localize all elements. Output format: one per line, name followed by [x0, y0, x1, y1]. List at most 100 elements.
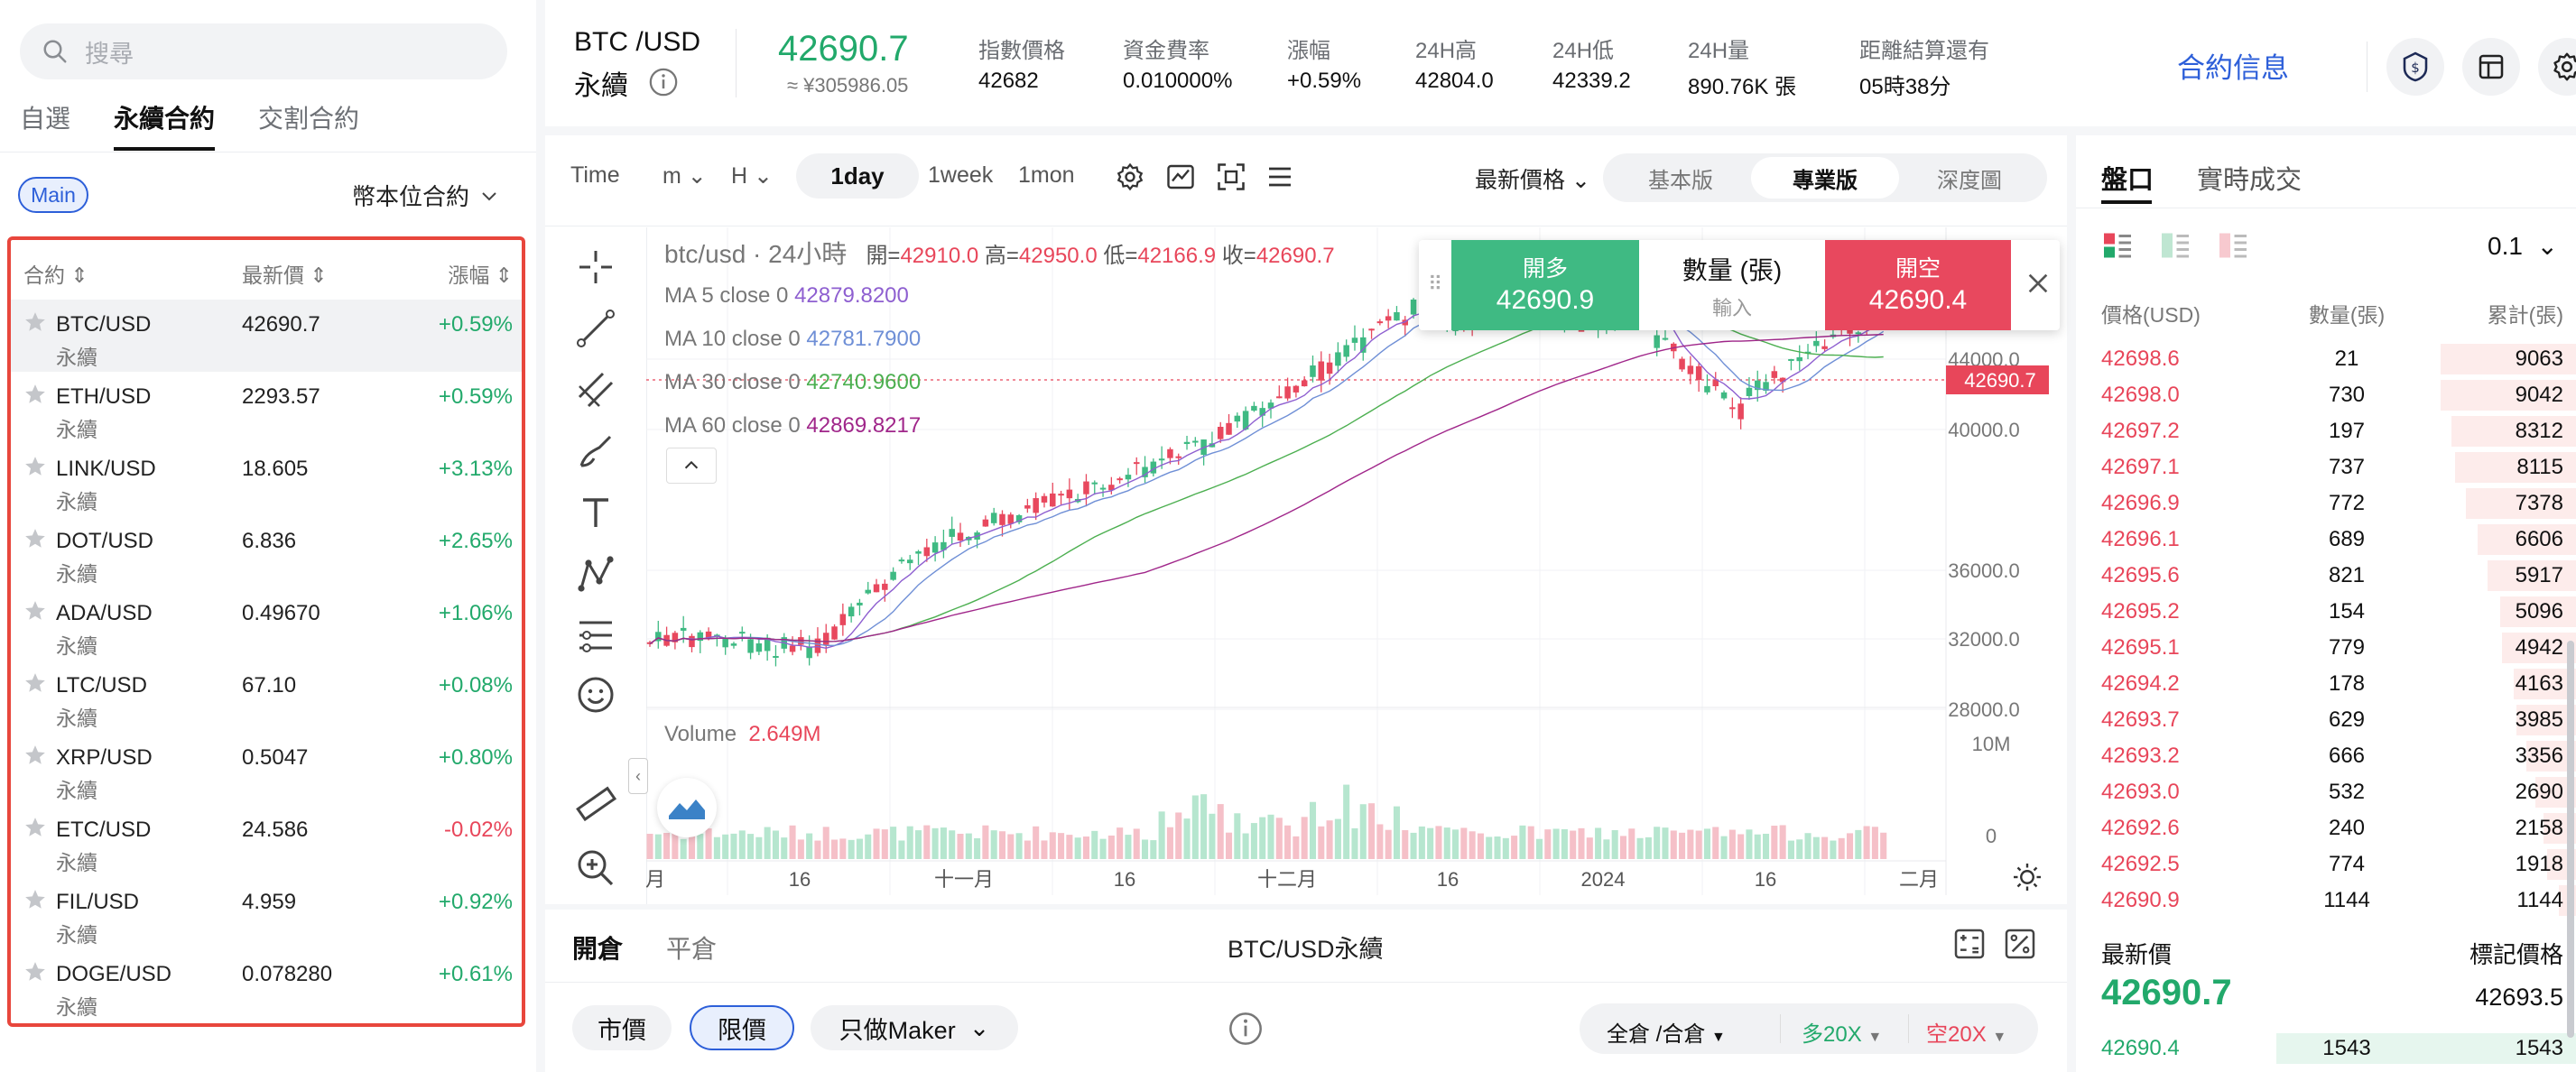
settings-button[interactable] — [2538, 38, 2576, 96]
star-icon[interactable] — [23, 744, 47, 767]
chart-type-icon[interactable] — [1164, 161, 1197, 193]
book-asks-icon[interactable] — [2217, 229, 2249, 262]
ask-row[interactable]: 42696.1 689 6606 — [2076, 522, 2576, 558]
list-icon[interactable] — [1264, 161, 1296, 193]
pattern-icon[interactable] — [574, 552, 617, 596]
ask-row[interactable]: 42698.0 730 9042 — [2076, 377, 2576, 413]
ask-row[interactable]: 42692.6 240 2158 — [2076, 810, 2576, 846]
star-icon[interactable] — [23, 527, 47, 550]
market-row[interactable]: BTC/USD 永續 42690.7 +0.59% — [11, 300, 522, 372]
info-icon[interactable] — [1228, 1011, 1264, 1047]
open-short-button[interactable]: 開空 42690.4 — [1825, 240, 2011, 330]
market-row[interactable]: ETC/USD 永續 24.586 -0.02% — [11, 805, 522, 877]
text-icon[interactable] — [574, 491, 617, 534]
star-icon[interactable] — [23, 455, 47, 478]
tradingview-logo[interactable] — [657, 778, 717, 837]
price-type-select[interactable]: 最新價格 ⌄ — [1475, 168, 1590, 193]
star-icon[interactable] — [23, 960, 47, 984]
quantity-input[interactable]: 數量 (張) 輸入 — [1639, 240, 1825, 330]
long-leverage-select[interactable]: 多20X ▼ — [1802, 1022, 1883, 1047]
fullscreen-icon[interactable] — [1215, 161, 1247, 193]
tab-recent-trades[interactable]: 實時成交 — [2197, 166, 2303, 195]
market-order-button[interactable]: 市價 — [572, 1005, 672, 1050]
market-row[interactable]: LTC/USD 永續 67.10 +0.08% — [11, 661, 522, 733]
minute-interval-select[interactable]: m ⌄ — [663, 163, 707, 189]
ask-row[interactable]: 42698.6 21 9063 — [2076, 341, 2576, 377]
symbol-column-header[interactable]: 合約 ⇕ — [23, 263, 88, 287]
percent-icon[interactable] — [2002, 926, 2038, 962]
limit-order-button[interactable]: 限價 — [690, 1005, 794, 1050]
tab-order-book[interactable]: 盤口 — [2101, 166, 2154, 195]
ruler-icon[interactable] — [574, 781, 617, 825]
ask-row[interactable]: 42697.2 197 8312 — [2076, 413, 2576, 449]
tab-delivery[interactable]: 交割合約 — [258, 105, 360, 133]
short-leverage-select[interactable]: 空20X ▼ — [1926, 1022, 2007, 1047]
main-filter-button[interactable]: Main — [18, 177, 88, 213]
ask-row[interactable]: 42693.2 666 3356 — [2076, 738, 2576, 774]
coin-margin-select[interactable]: 幣本位合約 — [352, 179, 500, 212]
tab-perpetual[interactable]: 永續合約 — [114, 105, 216, 133]
crosshair-icon[interactable] — [574, 245, 617, 289]
precision-select[interactable]: 0.1 ⌄ — [2488, 232, 2558, 260]
bid-row[interactable]: 42690.4 1543 1543 — [2076, 1030, 2576, 1067]
ask-row[interactable]: 42696.9 772 7378 — [2076, 485, 2576, 522]
market-row[interactable]: FIL/USD 永續 4.959 +0.92% — [11, 877, 522, 949]
market-row[interactable]: ETH/USD 永續 2293.57 +0.59% — [11, 372, 522, 444]
market-row[interactable]: ADA/USD 永續 0.49670 +1.06% — [11, 588, 522, 661]
indicator-settings-icon[interactable] — [1114, 161, 1146, 193]
candlestick-chart[interactable]: 44000.0 40000.0 36000.0 32000.0 28000.0 10M 0 月… — [628, 227, 2067, 904]
ask-row[interactable]: 42693.7 629 3985 — [2076, 702, 2576, 738]
interval-1mon[interactable]: 1mon — [1018, 162, 1075, 188]
ask-row[interactable]: 42692.5 774 1918 — [2076, 846, 2576, 883]
ask-row[interactable]: 42690.9 1144 1144 — [2076, 883, 2576, 919]
layout-button[interactable] — [2462, 38, 2520, 96]
ask-row[interactable]: 42697.1 737 8115 — [2076, 449, 2576, 485]
collapse-legend-button[interactable] — [666, 448, 717, 484]
market-row[interactable]: DOGE/USD 永續 0.078280 +0.61% — [11, 949, 522, 1021]
ask-row[interactable]: 42693.0 532 2690 — [2076, 774, 2576, 810]
collapse-toolbar-button[interactable]: ‹ — [628, 758, 648, 794]
ask-row[interactable]: 42695.6 821 5917 — [2076, 558, 2576, 594]
star-icon[interactable] — [23, 599, 47, 623]
tab-open-position[interactable]: 開倉 — [572, 935, 624, 963]
calculator-icon[interactable] — [1951, 926, 1988, 962]
currency-button[interactable]: $ — [2386, 38, 2444, 96]
view-basic[interactable]: 基本版 — [1648, 168, 1713, 193]
star-icon[interactable] — [23, 671, 47, 695]
book-both-icon[interactable] — [2101, 229, 2134, 262]
close-icon[interactable] — [2024, 269, 2052, 298]
open-long-button[interactable]: 開多 42690.9 — [1451, 240, 1639, 330]
hour-interval-select[interactable]: H ⌄ — [731, 163, 773, 189]
change-column-header[interactable]: 漲幅 ⇕ — [448, 263, 513, 287]
trend-line-icon[interactable] — [574, 307, 617, 350]
maker-only-select[interactable]: 只做Maker ⌄ — [811, 1005, 1018, 1050]
star-icon[interactable] — [23, 816, 47, 839]
market-row[interactable]: LINK/USD 永續 18.605 +3.13% — [11, 444, 522, 516]
market-row[interactable]: DOT/USD 永續 6.836 +2.65% — [11, 516, 522, 588]
margin-mode-select[interactable]: 全倉 /合倉 ▼ — [1607, 1022, 1726, 1047]
ask-row[interactable]: 42695.2 154 5096 — [2076, 594, 2576, 630]
tab-close-position[interactable]: 平倉 — [666, 935, 718, 963]
contract-info-link[interactable]: 合約信息 — [2177, 52, 2289, 84]
info-icon[interactable] — [648, 67, 679, 97]
zoom-in-icon[interactable] — [574, 846, 617, 890]
emoji-icon[interactable] — [574, 673, 617, 716]
price-column-header[interactable]: 最新價 ⇕ — [242, 263, 328, 287]
scrollbar[interactable] — [2567, 641, 2574, 1038]
drag-handle-icon[interactable]: ⠿ — [1428, 273, 1443, 295]
brush-icon[interactable] — [574, 430, 617, 473]
star-icon[interactable] — [23, 383, 47, 406]
market-row[interactable]: XRP/USD 永續 0.5047 +0.80% — [11, 733, 522, 805]
search-input[interactable]: 搜尋 — [20, 23, 507, 79]
book-bids-icon[interactable] — [2159, 229, 2191, 262]
star-icon[interactable] — [23, 888, 47, 911]
interval-1day[interactable]: 1day — [796, 153, 919, 199]
tab-favorites[interactable]: 自選 — [20, 105, 71, 133]
star-icon[interactable] — [23, 310, 47, 334]
theme-toggle-icon[interactable] — [2011, 861, 2043, 893]
ask-row[interactable]: 42694.2 178 4163 — [2076, 666, 2576, 702]
ask-row[interactable]: 42695.1 779 4942 — [2076, 630, 2576, 666]
fib-icon[interactable] — [574, 614, 617, 657]
view-depth[interactable]: 深度圖 — [1937, 168, 2002, 193]
view-pro[interactable]: 專業版 — [1751, 157, 1899, 199]
